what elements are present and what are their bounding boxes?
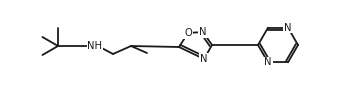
Text: N: N (284, 23, 292, 33)
Text: N: N (264, 57, 272, 67)
Text: N: N (200, 54, 208, 64)
Text: N: N (199, 27, 207, 37)
Text: NH: NH (87, 41, 103, 51)
Text: O: O (184, 28, 192, 38)
